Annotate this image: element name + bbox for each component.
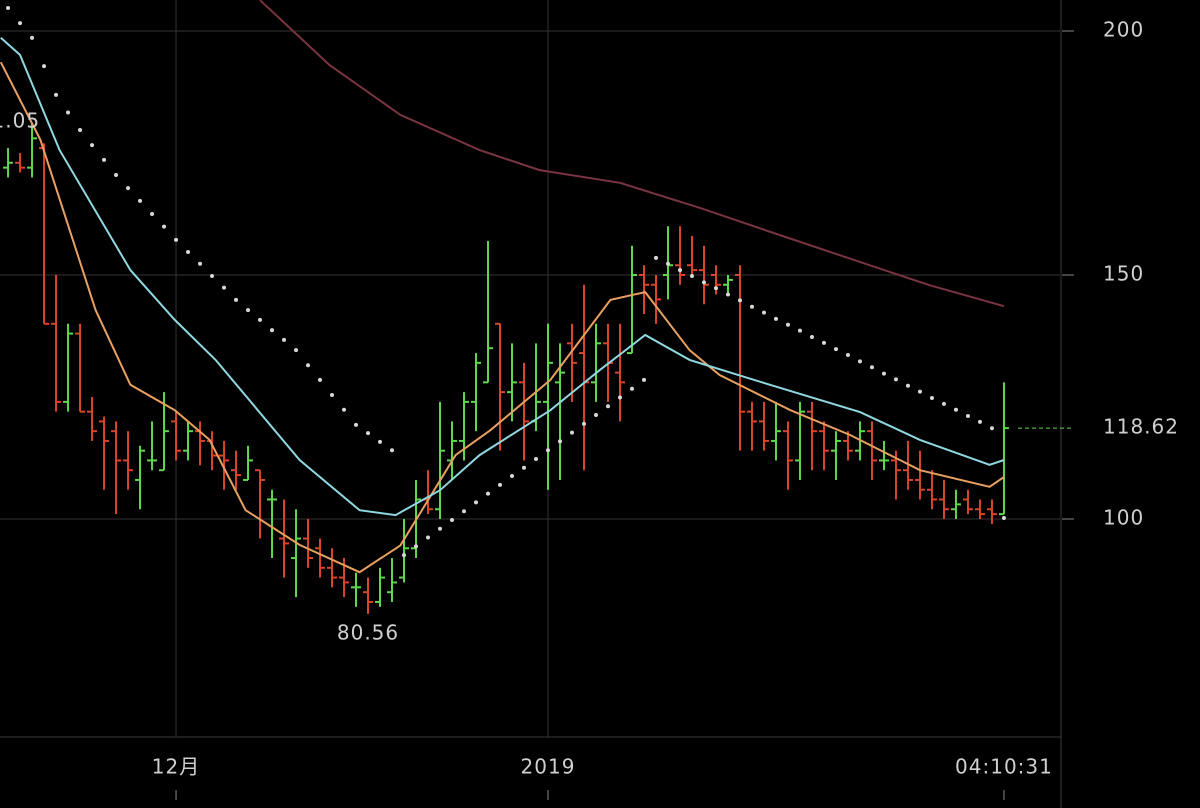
x-tick-label: 04:10:31	[955, 755, 1053, 779]
sar-dot	[689, 273, 694, 278]
sar-dot	[426, 535, 431, 540]
sar-dot	[66, 110, 71, 115]
sar-dot	[881, 371, 886, 376]
moving-average-line	[0, 61, 1005, 574]
sar-dot	[270, 328, 275, 333]
sar-dot	[474, 500, 479, 505]
y-tick-label: 100	[1103, 506, 1144, 530]
sar-dot	[545, 448, 550, 453]
sar-dot	[1001, 516, 1006, 521]
sar-dot	[665, 261, 670, 266]
sar-dot	[414, 544, 419, 549]
sar-dot	[581, 421, 586, 426]
sar-dot	[821, 340, 826, 345]
sar-dot	[953, 407, 958, 412]
sar-dot	[450, 517, 455, 522]
sar-dot	[797, 328, 802, 333]
sar-dot	[498, 482, 503, 487]
sar-dot	[857, 359, 862, 364]
high-label: 181.05	[0, 109, 40, 133]
moving-average-line	[259, 0, 1005, 308]
sar-dot	[845, 353, 850, 358]
sar-dot	[605, 404, 610, 409]
sar-dot	[749, 304, 754, 309]
sar-dot	[629, 386, 634, 391]
sar-dot	[138, 198, 143, 203]
sar-dot	[174, 237, 179, 242]
sar-dot	[246, 308, 251, 313]
sar-dot	[54, 92, 59, 97]
sar-dot	[402, 553, 407, 558]
sar-dot	[18, 21, 23, 26]
sar-dot	[282, 337, 287, 342]
sar-dot	[366, 431, 371, 436]
last-price-label: 118.62	[1103, 415, 1179, 439]
sar-dot	[198, 261, 203, 266]
sar-dot	[965, 414, 970, 419]
sar-dot	[569, 430, 574, 435]
sar-dot	[773, 316, 778, 321]
sar-dot	[318, 377, 323, 382]
sar-dot	[78, 128, 83, 133]
sar-dot	[354, 422, 359, 427]
sar-dot	[617, 395, 622, 400]
sar-dot	[294, 348, 299, 353]
moving-average-line	[0, 37, 1005, 517]
sar-dot	[390, 448, 395, 453]
low-label: 80.56	[337, 620, 399, 644]
sar-dot	[713, 286, 718, 291]
sar-dot	[90, 143, 95, 148]
sar-dot	[761, 310, 766, 315]
sar-dot	[234, 297, 239, 302]
sar-dot	[150, 211, 155, 216]
sar-dot	[785, 322, 790, 327]
sar-dot	[258, 317, 263, 322]
sar-dot	[533, 456, 538, 461]
sar-dot	[486, 491, 491, 496]
sar-dot	[989, 426, 994, 431]
y-tick-label: 150	[1103, 261, 1144, 285]
sar-dot	[701, 280, 706, 285]
sar-dot	[126, 186, 131, 191]
sar-dot	[869, 365, 874, 370]
sar-dot	[833, 347, 838, 352]
sar-dot	[162, 224, 167, 229]
sar-dot	[977, 419, 982, 424]
sar-dot	[306, 363, 311, 368]
sar-dot	[653, 255, 658, 260]
sar-dot	[438, 526, 443, 531]
sar-dot	[114, 172, 119, 177]
sar-dot	[677, 268, 682, 273]
sar-dot	[30, 35, 35, 40]
x-tick-label: 12月	[152, 755, 200, 779]
sar-dot	[186, 250, 191, 255]
sar-dot	[42, 64, 47, 69]
sar-dot	[510, 474, 515, 479]
sar-dot	[725, 292, 730, 297]
sar-dot	[641, 377, 646, 382]
sar-dot	[809, 334, 814, 339]
sar-dot	[929, 395, 934, 400]
y-tick-label: 200	[1103, 17, 1144, 41]
sar-dot	[102, 157, 107, 162]
sar-dot	[557, 439, 562, 444]
sar-dot	[941, 401, 946, 406]
sar-dot	[6, 6, 11, 11]
sar-dot	[342, 407, 347, 412]
sar-dot	[378, 439, 383, 444]
sar-dot	[330, 393, 335, 398]
sar-dot	[462, 509, 467, 514]
sar-dot	[210, 273, 215, 278]
sar-dot	[917, 389, 922, 394]
sar-dot	[905, 383, 910, 388]
sar-dot	[222, 285, 227, 290]
sar-dot	[522, 465, 527, 470]
sar-dot	[893, 377, 898, 382]
x-tick-label: 2019	[521, 755, 576, 779]
sar-dot	[737, 298, 742, 303]
sar-dot	[593, 413, 598, 418]
